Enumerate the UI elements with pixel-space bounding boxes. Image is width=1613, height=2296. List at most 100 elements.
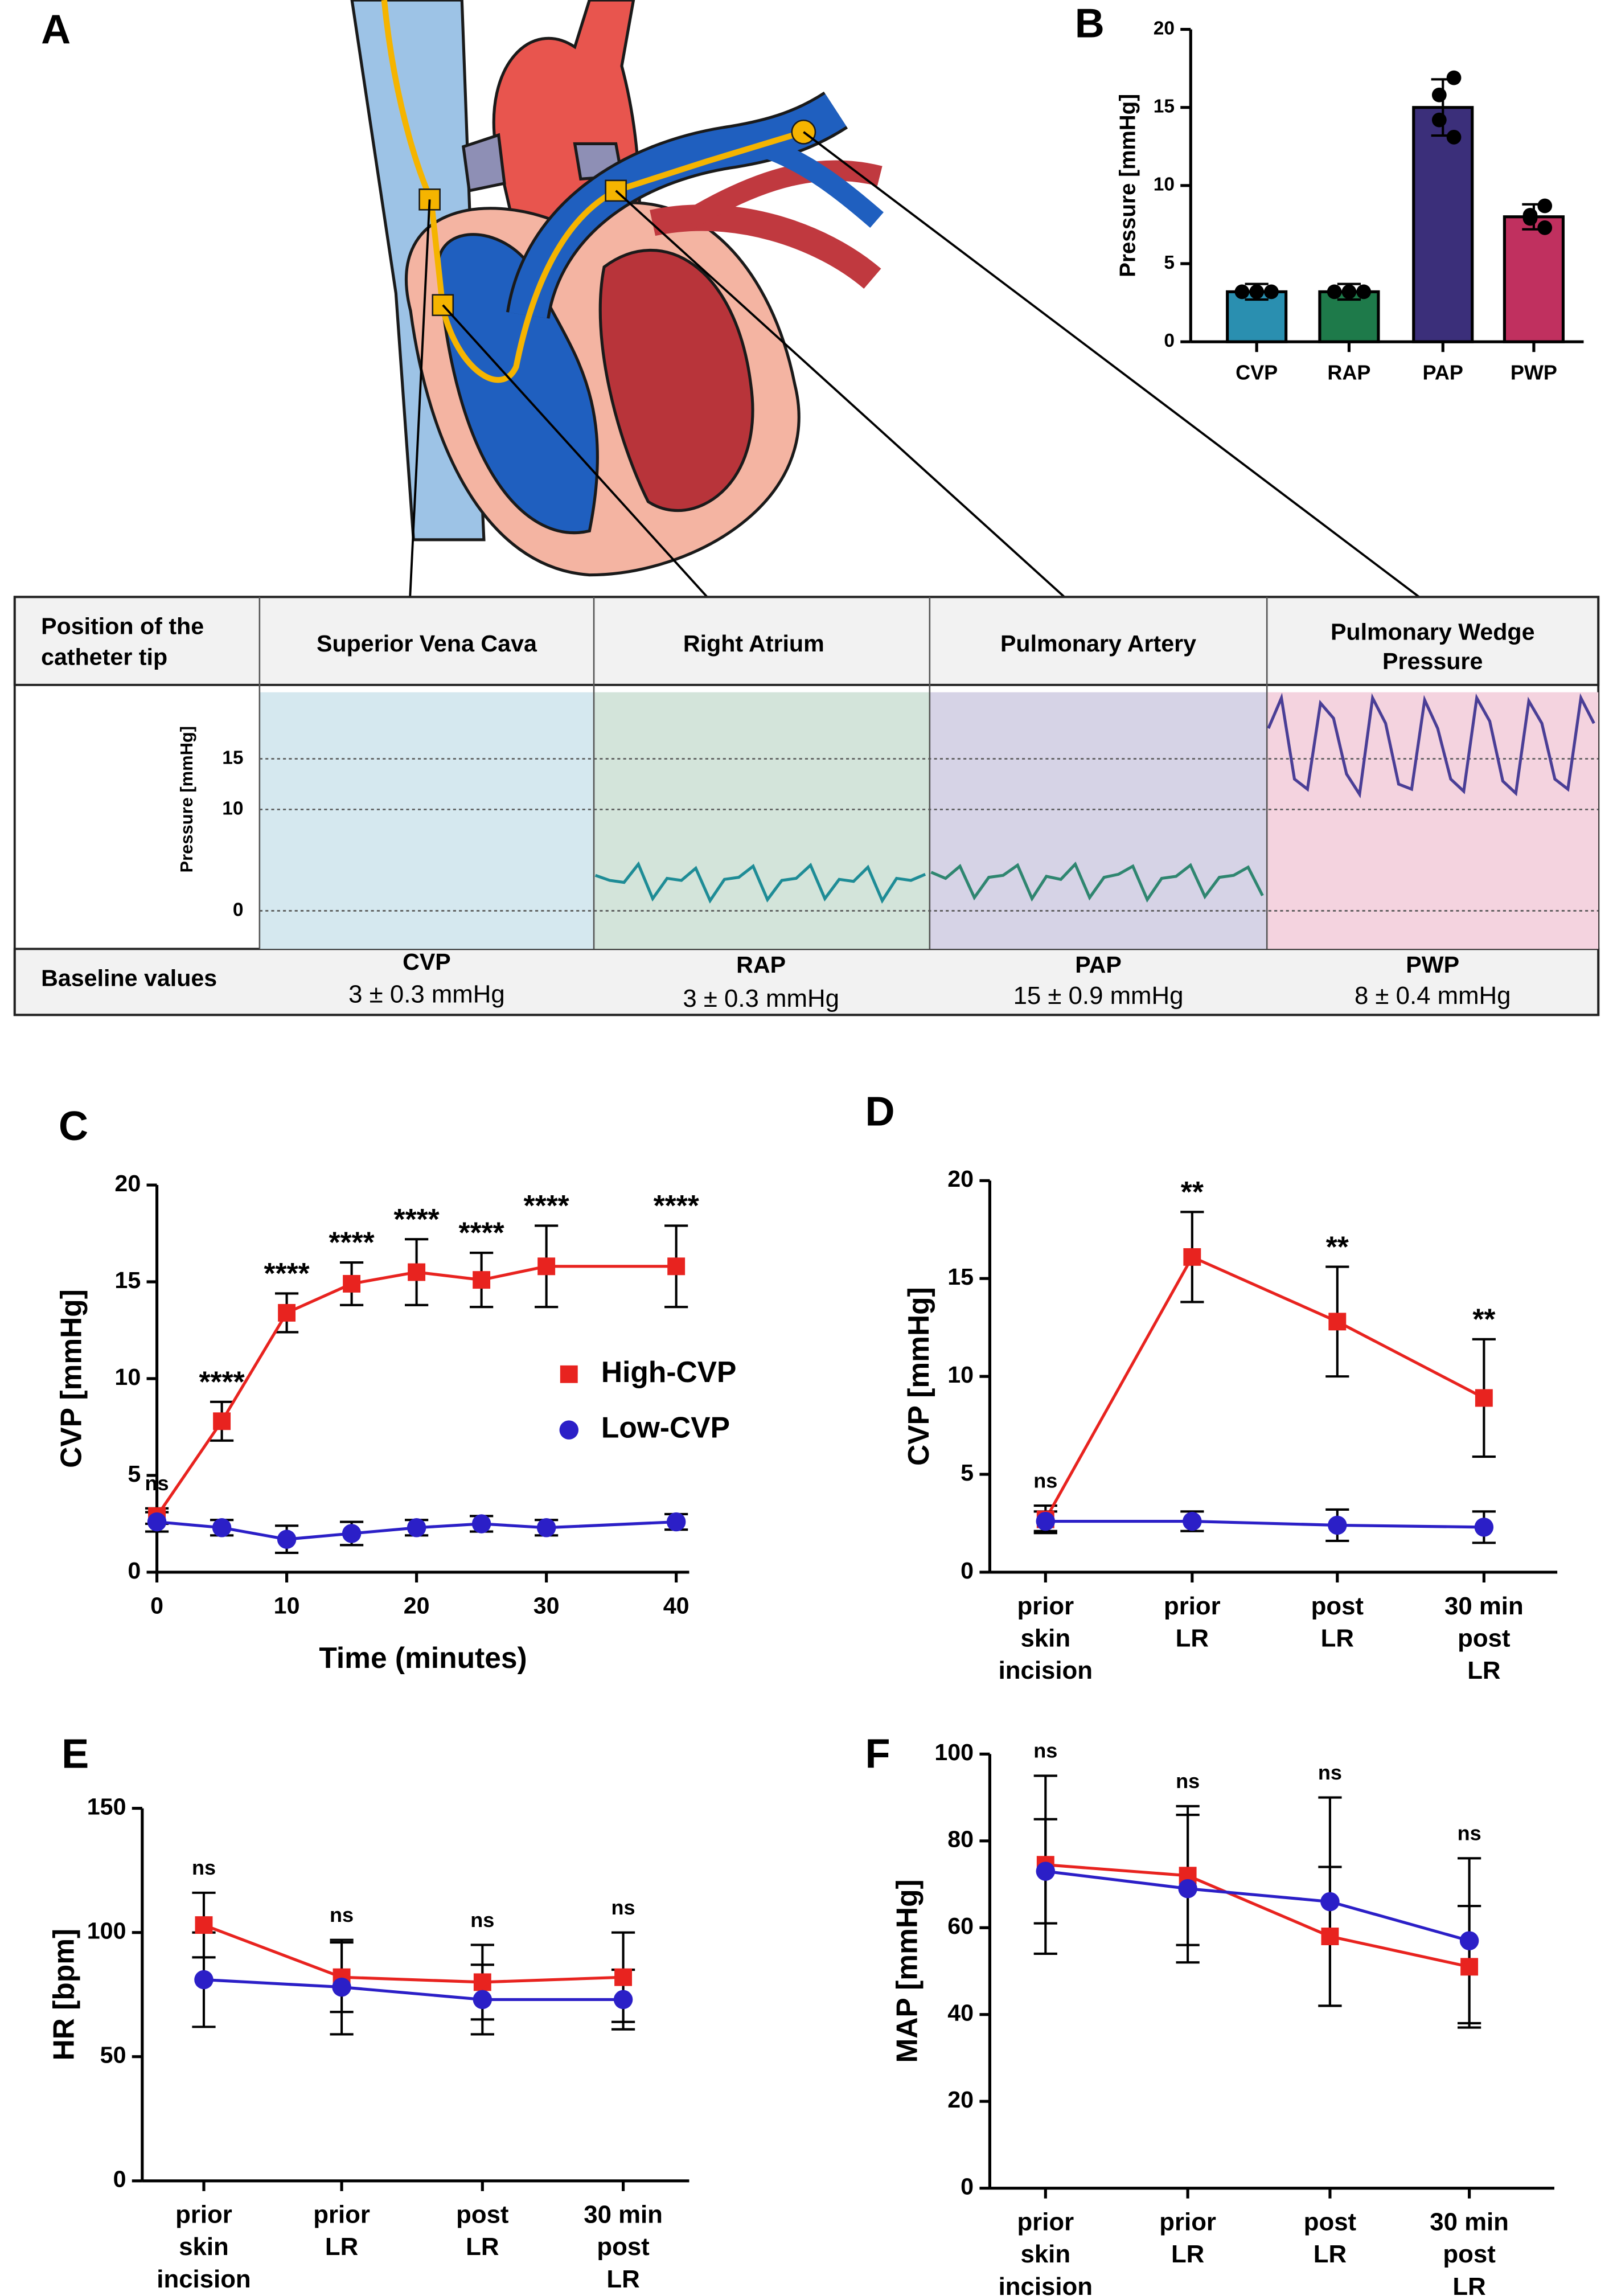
pressure-trace	[930, 861, 1264, 903]
legend-marker	[560, 1365, 578, 1383]
annotation: ns	[1033, 1739, 1057, 1762]
y-axis-label: Pressure [mmHg]	[177, 726, 196, 873]
text-line: skin	[1021, 2240, 1071, 2268]
y-tick-label: 15	[222, 747, 243, 768]
annotation: ****	[654, 1189, 699, 1222]
panel-label: E	[61, 1732, 89, 1777]
text-line: post	[1304, 2208, 1357, 2236]
y-tick-label: 0	[233, 899, 244, 920]
x-tick-label: 0	[150, 1593, 163, 1619]
marker	[194, 1970, 214, 1990]
data-point	[1431, 112, 1447, 128]
y-axis-label: CVP [mmHg]	[902, 1287, 935, 1466]
x-tick-label: PWP	[1511, 360, 1557, 384]
data-point	[1249, 284, 1265, 300]
legend-label: High-CVP	[601, 1355, 736, 1388]
text-line: catheter tip	[41, 643, 167, 670]
table-header: Pulmonary Wedge Pressure	[1331, 619, 1535, 675]
y-tick-label: 20	[114, 1170, 141, 1196]
data-point	[1356, 284, 1372, 300]
marker	[332, 1977, 351, 1997]
marker	[613, 1990, 633, 2010]
data-point	[1234, 284, 1250, 300]
baseline-name: PAP	[1075, 952, 1122, 978]
text-line: LR	[1467, 1657, 1500, 1684]
bar	[1503, 215, 1565, 343]
y-tick-label: 0	[128, 1557, 141, 1584]
panel-label: D	[865, 1089, 895, 1134]
annotation: ns	[1033, 1469, 1057, 1492]
marker	[666, 1512, 686, 1532]
marker	[1320, 1892, 1340, 1912]
y-tick-label: 5	[961, 1459, 974, 1486]
y-tick-label: 15	[114, 1267, 141, 1293]
data-point	[1537, 198, 1553, 214]
marker	[1475, 1389, 1493, 1407]
series-line	[155, 1265, 676, 1517]
y-tick-label: 100	[934, 1739, 974, 1765]
marker	[473, 1973, 491, 1991]
panel-label: F	[865, 1732, 890, 1777]
marker	[342, 1524, 362, 1543]
marker	[278, 1303, 296, 1322]
text-line: Position of the	[41, 613, 204, 639]
x-tick-label: RAP	[1327, 360, 1370, 384]
x-tick-label: prior LR	[1164, 1592, 1221, 1652]
y-tick-label: 15	[947, 1264, 974, 1290]
series-line	[157, 1520, 676, 1541]
text-line: post	[1443, 2240, 1496, 2268]
marker	[1036, 1862, 1056, 1881]
table-header: Superior Vena Cava	[317, 630, 537, 657]
marker	[1328, 1313, 1347, 1331]
heart-illustration	[350, 0, 1446, 618]
text-line: incision	[999, 1657, 1093, 1684]
text-line: prior	[1017, 2208, 1074, 2236]
marker	[213, 1412, 231, 1430]
annotation: ns	[1176, 1769, 1200, 1793]
x-tick-label: 20	[404, 1593, 430, 1619]
x-tick-label: prior skin incision	[999, 1592, 1093, 1684]
marker	[1474, 1518, 1494, 1537]
marker	[1328, 1515, 1347, 1535]
y-axis-label: MAP [mmHg]	[890, 1879, 923, 2063]
table-header: Pulmonary Artery	[1000, 630, 1196, 657]
data-point	[1446, 70, 1462, 85]
text-line: LR	[606, 2265, 639, 2293]
table: Position of the catheter tip Superior Ven…	[13, 596, 1600, 1016]
x-tick-label: PAP	[1423, 360, 1463, 384]
text-line: post	[597, 2233, 650, 2261]
y-axis-label: CVP [mmHg]	[54, 1289, 87, 1468]
text-line: LR	[1452, 2272, 1485, 2296]
x-tick-label: prior skin incision	[157, 2200, 251, 2293]
annotation: ns	[145, 1471, 169, 1495]
pressure-trace	[594, 861, 926, 904]
baseline-value: 15 ± 0.9 mmHg	[1013, 982, 1184, 1010]
x-tick-label: 40	[663, 1593, 689, 1619]
text-line: prior	[313, 2200, 370, 2228]
series-line	[1044, 1255, 1485, 1520]
marker	[471, 1514, 491, 1534]
x-tick-label: 30 min post LR	[1444, 1592, 1524, 1684]
text-line: LR	[1314, 2240, 1347, 2268]
marker	[1460, 1958, 1479, 1976]
marker	[667, 1257, 686, 1276]
baseline-value: 8 ± 0.4 mmHg	[1355, 982, 1511, 1010]
marker	[212, 1518, 232, 1538]
text-line: incision	[157, 2265, 251, 2293]
marker	[1321, 1928, 1339, 1945]
baseline-name: PWP	[1406, 952, 1459, 978]
table-header: Right Atrium	[683, 630, 824, 657]
y-tick-label: 50	[100, 2042, 126, 2068]
y-tick-label: 10	[222, 798, 243, 819]
y-tick-label: 5	[128, 1461, 141, 1487]
marker	[1183, 1248, 1201, 1266]
marker	[277, 1530, 297, 1549]
text-line: post	[456, 2200, 509, 2228]
panel-label: B	[1075, 1, 1105, 46]
y-tick-label: 150	[87, 1793, 126, 1819]
text-line: LR	[466, 2233, 499, 2261]
marker	[343, 1274, 361, 1293]
x-tick-label: 30 min post LR	[584, 2200, 663, 2293]
table-row-label: Baseline values	[41, 965, 217, 991]
series-line	[1045, 1869, 1470, 1942]
